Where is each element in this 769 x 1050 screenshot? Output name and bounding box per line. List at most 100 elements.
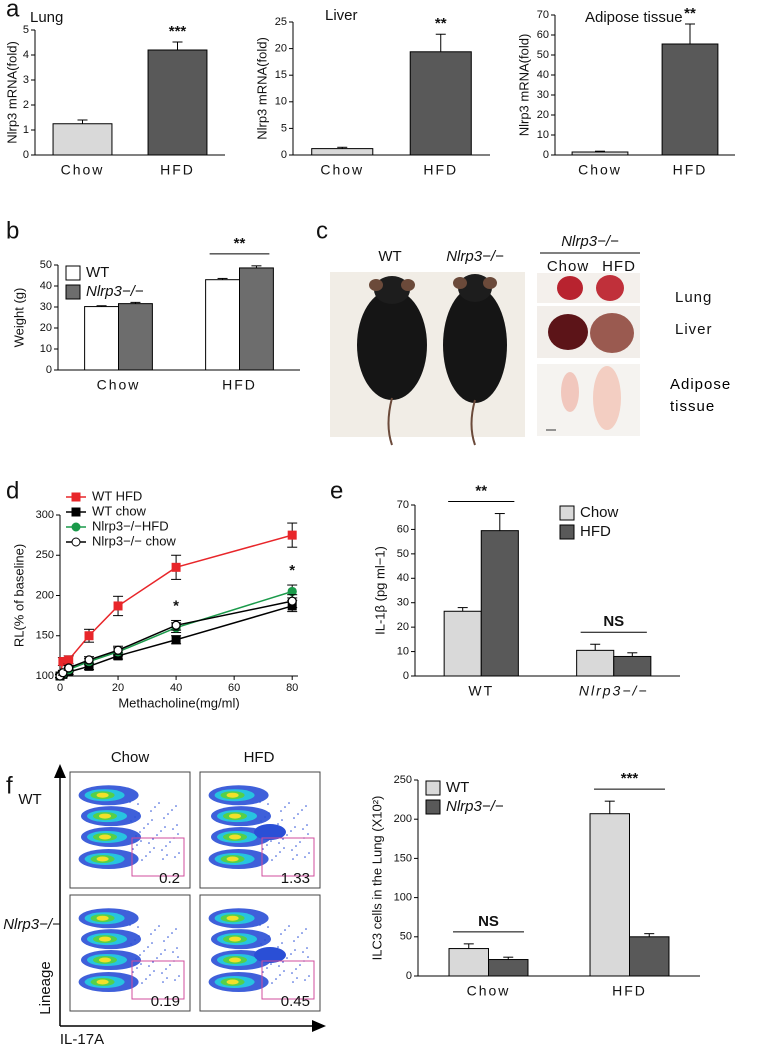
flow-dot [172,951,174,953]
y-tick-label: 40 [397,572,409,584]
flow-dot [301,932,303,934]
flow-dot [266,967,268,969]
marker [287,596,297,606]
y-axis-label: Nlrp3 mRNA(fold) [254,37,269,140]
bar [239,267,274,371]
flow-dot [169,841,171,843]
flow-row: WT [18,791,41,808]
flow-dot [166,977,168,979]
y-tick-label: 60 [397,523,409,535]
x-tick-label: Chow [578,162,622,178]
legend-label: WT [446,779,469,796]
flow-density [96,792,109,798]
organ-photos [537,273,640,436]
x-tick-label: Chow [467,983,511,999]
organ-header: Nlrp3−/− [561,233,619,250]
flow-dot [280,933,282,935]
flow-dot [175,805,177,807]
flow-dot [288,925,290,927]
flow-dot [304,856,306,858]
y-tick-label: 4 [23,49,29,61]
flow-dot [296,854,298,856]
flow-dot [308,852,310,854]
y-tick-label: 1 [23,124,29,136]
flow-dot [130,820,132,822]
flow-dot [294,826,296,828]
y-tick-label: 3 [23,74,29,86]
flow-dot [176,947,178,949]
flow-dot [284,929,286,931]
flow-dot [143,827,145,829]
flow-x-label: IL-17A [60,1031,104,1048]
flow-dot [147,946,149,948]
flow-dot [165,968,167,970]
y-tick-label: 30 [397,597,409,609]
flow-dot [262,848,264,850]
flow-dot [282,961,284,963]
y-tick-label: 0 [23,149,29,161]
flow-dot [286,957,288,959]
legend-marker [71,492,81,502]
y-tick-label: 200 [394,813,412,825]
flow-dot [130,943,132,945]
flow-dot [288,802,290,804]
flow-dot [154,929,156,931]
legend-swatch [65,265,81,281]
flow-density [226,979,239,985]
legend-label: Nlrp3−/−HFD [92,518,169,533]
bar [147,49,208,156]
arrow-head [312,1020,326,1032]
flow-dot [290,953,292,955]
flow-dot [150,810,152,812]
flow-dot [279,851,281,853]
flow-dot [281,942,283,944]
y-tick-label: 100 [36,670,54,682]
y-tick-label: 20 [40,322,52,334]
flow-dot [163,817,165,819]
significance: * [289,562,295,579]
flow-dot [163,940,165,942]
gate-value: 0.2 [159,870,180,887]
flow-dot [267,803,269,805]
x-tick-label: WT [468,683,494,699]
flow-dot [301,809,303,811]
flow-density [96,856,109,862]
gate-value: 1.33 [281,870,310,887]
flow-dot [262,971,264,973]
flow-dot [143,950,145,952]
flow-dot [302,951,304,953]
x-tick-label: Nlrp3−/− [579,683,649,699]
legend-swatch [559,505,575,521]
flow-dot [178,852,180,854]
legend-swatch [425,799,441,815]
flow-dot [264,939,266,941]
y-tick-label: 10 [275,96,287,108]
flow-dot [279,974,281,976]
flow-dot [156,957,158,959]
flow-dot [140,840,142,842]
bar [613,655,652,677]
legend-label: Nlrp3−/− chow [92,533,176,548]
significance: ** [435,15,447,32]
flow-density [99,834,111,840]
flow-dot [164,826,166,828]
mouse-label: Nlrp3−/− [446,248,504,265]
flow-dot [135,958,137,960]
bar [205,279,240,371]
y-tick-label: 2 [23,99,29,111]
flow-dot [177,956,179,958]
flow-dot [162,858,164,860]
legend-swatch [559,524,575,540]
flow-dot [137,926,139,928]
y-tick-label: 0 [46,364,52,376]
flow-dot [293,817,295,819]
bar [488,959,529,977]
flow-dot [281,819,283,821]
flow-dot [306,824,308,826]
bar [52,123,113,156]
y-tick-label: 20 [397,621,409,633]
flow-dot [292,981,294,983]
flow-dot [293,940,295,942]
marker [171,562,181,572]
flow-dot [153,970,155,972]
